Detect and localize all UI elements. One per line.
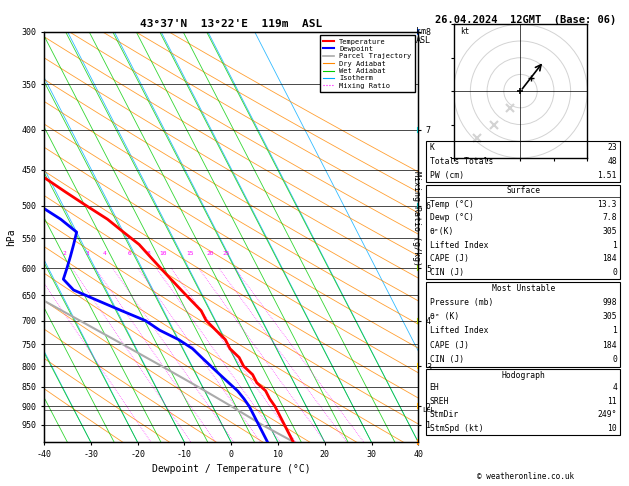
Text: kt: kt bbox=[460, 27, 470, 36]
Text: Lifted Index: Lifted Index bbox=[430, 241, 488, 250]
Text: 3: 3 bbox=[86, 251, 89, 257]
Text: Mixing Ratio (g/kg): Mixing Ratio (g/kg) bbox=[412, 171, 421, 266]
Text: 20: 20 bbox=[206, 251, 214, 257]
Text: 15: 15 bbox=[186, 251, 194, 257]
Text: 0: 0 bbox=[612, 268, 617, 277]
Text: 6: 6 bbox=[128, 251, 131, 257]
Text: 8: 8 bbox=[146, 251, 150, 257]
Text: 11: 11 bbox=[607, 397, 617, 406]
Text: 184: 184 bbox=[603, 254, 617, 263]
Text: PW (cm): PW (cm) bbox=[430, 171, 464, 180]
Text: ASL: ASL bbox=[416, 36, 431, 46]
Text: 1: 1 bbox=[612, 241, 617, 250]
Legend: Temperature, Dewpoint, Parcel Trajectory, Dry Adiabat, Wet Adiabat, Isotherm, Mi: Temperature, Dewpoint, Parcel Trajectory… bbox=[320, 35, 415, 92]
Text: Totals Totals: Totals Totals bbox=[430, 157, 493, 166]
Text: 4: 4 bbox=[612, 383, 617, 393]
Text: CAPE (J): CAPE (J) bbox=[430, 341, 469, 350]
Text: SREH: SREH bbox=[430, 397, 449, 406]
Text: Pressure (mb): Pressure (mb) bbox=[430, 297, 493, 307]
Text: © weatheronline.co.uk: © weatheronline.co.uk bbox=[477, 472, 574, 481]
Text: Lifted Index: Lifted Index bbox=[430, 327, 488, 335]
Text: CIN (J): CIN (J) bbox=[430, 268, 464, 277]
Text: 998: 998 bbox=[603, 297, 617, 307]
Text: LCL: LCL bbox=[422, 407, 435, 413]
Text: 1.51: 1.51 bbox=[598, 171, 617, 180]
Text: StmSpd (kt): StmSpd (kt) bbox=[430, 424, 483, 433]
Text: 23: 23 bbox=[607, 143, 617, 152]
Text: 305: 305 bbox=[603, 312, 617, 321]
Text: 0: 0 bbox=[612, 355, 617, 364]
Text: 10: 10 bbox=[607, 424, 617, 433]
Y-axis label: hPa: hPa bbox=[6, 228, 16, 246]
Text: θᵉ(K): θᵉ(K) bbox=[430, 227, 454, 236]
Text: 4: 4 bbox=[103, 251, 106, 257]
Text: Surface: Surface bbox=[506, 187, 540, 195]
Text: Temp (°C): Temp (°C) bbox=[430, 200, 474, 208]
Text: θᵉ (K): θᵉ (K) bbox=[430, 312, 459, 321]
Text: CAPE (J): CAPE (J) bbox=[430, 254, 469, 263]
Text: 25: 25 bbox=[223, 251, 230, 257]
Text: 10: 10 bbox=[159, 251, 167, 257]
Title: 43°37'N  13°22'E  119m  ASL: 43°37'N 13°22'E 119m ASL bbox=[140, 19, 322, 30]
Text: 184: 184 bbox=[603, 341, 617, 350]
Text: 7.8: 7.8 bbox=[603, 213, 617, 223]
Text: K: K bbox=[430, 143, 435, 152]
Text: km: km bbox=[416, 27, 426, 36]
Text: EH: EH bbox=[430, 383, 440, 393]
X-axis label: Dewpoint / Temperature (°C): Dewpoint / Temperature (°C) bbox=[152, 465, 311, 474]
Text: Dewp (°C): Dewp (°C) bbox=[430, 213, 474, 223]
Text: 2: 2 bbox=[62, 251, 66, 257]
Text: 13.3: 13.3 bbox=[598, 200, 617, 208]
Text: 26.04.2024  12GMT  (Base: 06): 26.04.2024 12GMT (Base: 06) bbox=[435, 15, 616, 25]
Text: 249°: 249° bbox=[598, 410, 617, 419]
Text: 48: 48 bbox=[607, 157, 617, 166]
Text: 1: 1 bbox=[612, 327, 617, 335]
Text: StmDir: StmDir bbox=[430, 410, 459, 419]
Text: Most Unstable: Most Unstable bbox=[492, 284, 555, 293]
Text: CIN (J): CIN (J) bbox=[430, 355, 464, 364]
Text: 305: 305 bbox=[603, 227, 617, 236]
Text: Hodograph: Hodograph bbox=[501, 371, 545, 380]
